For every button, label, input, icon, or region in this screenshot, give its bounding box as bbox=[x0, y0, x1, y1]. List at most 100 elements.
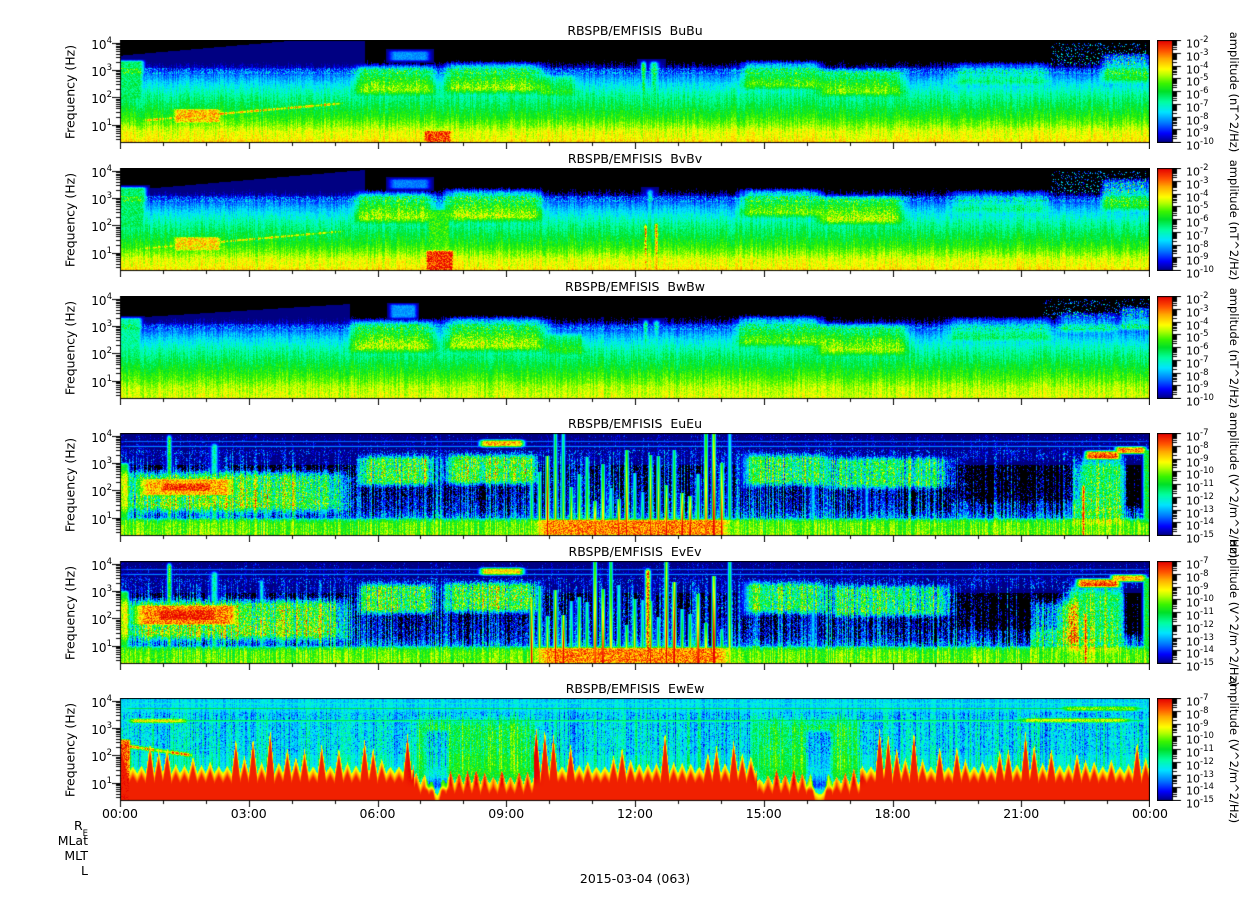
colorbar-tick-label: 10-12 bbox=[1186, 619, 1214, 636]
colorbar-tick-exponent: -6 bbox=[1200, 86, 1209, 96]
colorbar-tick-exponent: -14 bbox=[1200, 517, 1214, 528]
y-tick-label: 102 bbox=[91, 611, 112, 628]
y-tick-exponent: 4 bbox=[106, 556, 112, 567]
y-tick-exponent: 4 bbox=[106, 163, 112, 174]
colorbar-tick-exponent: -10 bbox=[1200, 594, 1214, 605]
panel-title-bvbv: RBSPB/EMFISIS BvBv bbox=[567, 151, 703, 166]
colorbar-unit-label-bvbv: amplitude (nT^2/Hz) bbox=[1227, 159, 1241, 280]
colorbar-tick-exponent: -12 bbox=[1200, 756, 1214, 767]
y-tick-label: 101 bbox=[91, 117, 112, 134]
x-tick-label: 15:00 bbox=[745, 806, 782, 821]
colorbar-tick-label: 10-10 bbox=[1186, 393, 1214, 409]
colorbar-unit-label-eueu: amplitude (V^2/m^2/Hz) bbox=[1227, 411, 1241, 558]
colorbar-tick-label: 10-2 bbox=[1186, 291, 1209, 307]
y-tick-exponent: 4 bbox=[106, 428, 112, 439]
colorbar-tick-label: 10-9 bbox=[1186, 718, 1209, 735]
y-tick-exponent: 3 bbox=[106, 63, 112, 74]
y-tick-exponent: 1 bbox=[106, 117, 112, 128]
panel-title-eueu: RBSPB/EMFISIS EuEu bbox=[567, 416, 702, 431]
y-tick-label: 102 bbox=[91, 346, 112, 363]
colorbar-tick-label: 10-14 bbox=[1186, 645, 1214, 661]
colorbar-tick-label: 10-3 bbox=[1186, 47, 1209, 64]
y-tick-label: 103 bbox=[91, 584, 112, 601]
colorbar-tick-label: 10-9 bbox=[1186, 581, 1209, 598]
colorbar-tick-label: 10-11 bbox=[1186, 607, 1214, 623]
colorbar-tick-exponent: -14 bbox=[1200, 782, 1214, 793]
colorbar-evev bbox=[1157, 561, 1183, 664]
colorbar-unit-label-bubu: amplitude (nT^2/Hz) bbox=[1227, 31, 1241, 152]
y-tick-label: 102 bbox=[91, 218, 112, 235]
colorbar-tick-exponent: -5 bbox=[1200, 73, 1209, 84]
colorbar-tick-label: 10-10 bbox=[1186, 265, 1214, 281]
colorbar-tick-exponent: -4 bbox=[1200, 316, 1209, 327]
colorbar-tick-label: 10-12 bbox=[1186, 756, 1214, 773]
y-tick-label: 101 bbox=[91, 638, 112, 655]
colorbar-tick-exponent: -9 bbox=[1200, 124, 1209, 135]
colorbar-tick-exponent: -7 bbox=[1200, 693, 1209, 703]
y-tick-exponent: 2 bbox=[106, 218, 112, 229]
x-tick-label: 06:00 bbox=[359, 806, 396, 821]
colorbar-tick-label: 10-10 bbox=[1186, 466, 1214, 482]
ephemeris-label-text: MLat bbox=[57, 833, 88, 848]
y-tick-label: 104 bbox=[91, 693, 112, 710]
panel-title-evev: RBSPB/EMFISIS EvEv bbox=[568, 544, 702, 559]
colorbar-tick-exponent: -7 bbox=[1200, 556, 1209, 566]
y-tick-label: 103 bbox=[91, 191, 112, 208]
y-tick-exponent: 3 bbox=[106, 319, 112, 330]
spectrogram-canvas-bubu bbox=[112, 40, 1150, 149]
colorbar-tick-exponent: -10 bbox=[1200, 731, 1214, 742]
date-label: 2015-03-04 (063) bbox=[579, 871, 691, 886]
colorbar-tick-exponent: -9 bbox=[1200, 380, 1209, 391]
y-tick-exponent: 2 bbox=[106, 346, 112, 357]
colorbar-tick-exponent: -5 bbox=[1200, 329, 1209, 340]
colorbar-tick-label: 10-13 bbox=[1186, 769, 1214, 786]
ephemeris-label-text: L bbox=[81, 863, 88, 878]
colorbar-tick-exponent: -9 bbox=[1200, 581, 1209, 592]
colorbar-tick-label: 10-7 bbox=[1186, 428, 1209, 444]
colorbar-tick-exponent: -7 bbox=[1200, 226, 1209, 237]
colorbar-tick-label: 10-6 bbox=[1186, 342, 1209, 358]
y-tick-label: 104 bbox=[91, 163, 112, 180]
y-tick-exponent: 2 bbox=[106, 611, 112, 622]
colorbar-tick-label: 10-11 bbox=[1186, 744, 1214, 760]
colorbar-tick-exponent: -12 bbox=[1200, 491, 1214, 502]
colorbar-tick-exponent: -4 bbox=[1200, 188, 1209, 199]
panel-title-bubu: RBSPB/EMFISIS BuBu bbox=[567, 23, 703, 38]
x-tick-label: 00:00 bbox=[101, 806, 139, 821]
colorbar-tick-label: 10-2 bbox=[1186, 35, 1209, 51]
x-tick-label: 12:00 bbox=[616, 806, 654, 821]
spectrogram-canvas-bwbw bbox=[112, 296, 1150, 405]
colorbar-tick-label: 10-9 bbox=[1186, 124, 1209, 140]
colorbar-tick-label: 10-8 bbox=[1186, 440, 1209, 457]
y-tick-exponent: 3 bbox=[106, 191, 112, 202]
y-tick-exponent: 3 bbox=[106, 456, 112, 467]
colorbar-tick-label: 10-7 bbox=[1186, 98, 1209, 115]
colorbar-tick-label: 10-3 bbox=[1186, 303, 1209, 320]
colorbar-tick-label: 10-8 bbox=[1186, 367, 1209, 384]
colorbar-tick-label: 10-15 bbox=[1186, 658, 1214, 674]
colorbar-tick-exponent: -13 bbox=[1200, 769, 1214, 780]
y-tick-label: 103 bbox=[91, 721, 112, 738]
y-tick-exponent: 1 bbox=[106, 638, 112, 649]
colorbar-tick-label: 10-7 bbox=[1186, 556, 1209, 572]
x-tick-label: 03:00 bbox=[230, 806, 267, 821]
colorbar-tick-exponent: -10 bbox=[1200, 393, 1214, 403]
y-tick-label: 101 bbox=[91, 775, 112, 792]
colorbar-tick-label: 10-10 bbox=[1186, 594, 1214, 610]
colorbar-tick-label: 10-12 bbox=[1186, 491, 1214, 508]
colorbar-tick-label: 10-8 bbox=[1186, 111, 1209, 128]
colorbar-tick-exponent: -8 bbox=[1200, 239, 1209, 250]
panel-title-bwbw: RBSPB/EMFISIS BwBw bbox=[565, 279, 705, 294]
colorbar-tick-exponent: -6 bbox=[1200, 214, 1209, 224]
y-tick-label: 102 bbox=[91, 90, 112, 107]
y-tick-exponent: 1 bbox=[106, 510, 112, 521]
y-tick-label: 103 bbox=[91, 456, 112, 473]
colorbar-tick-label: 10-9 bbox=[1186, 380, 1209, 396]
y-tick-exponent: 4 bbox=[106, 35, 112, 46]
colorbar-tick-exponent: -8 bbox=[1200, 111, 1209, 122]
colorbar-tick-label: 10-14 bbox=[1186, 782, 1214, 798]
ephemeris-label-text: MLT bbox=[64, 848, 88, 863]
y-tick-exponent: 2 bbox=[106, 90, 112, 101]
colorbar-tick-label: 10-14 bbox=[1186, 517, 1214, 533]
